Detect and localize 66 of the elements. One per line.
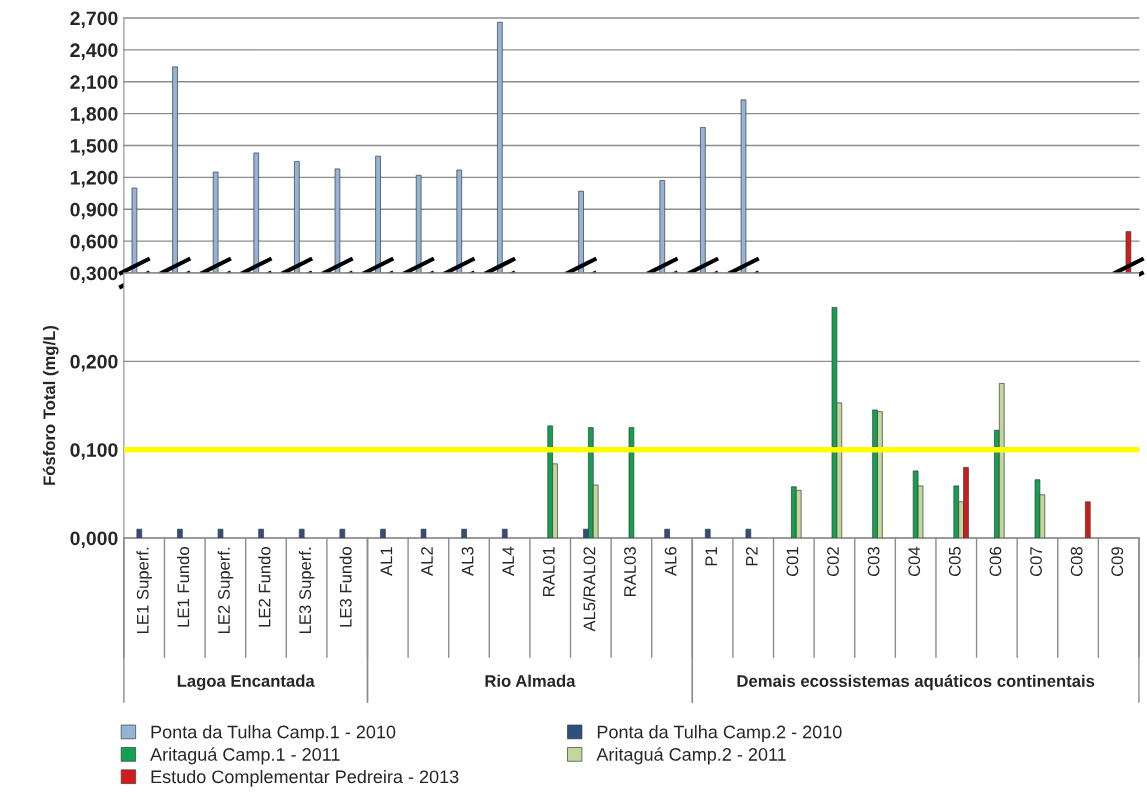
bar [339, 528, 346, 539]
bar [461, 528, 467, 539]
x-tick-label: LE3 Fundo [339, 547, 352, 627]
text: Rio Almada [485, 674, 576, 687]
y-tick-label: 2,700 [70, 11, 118, 29]
bar [628, 427, 635, 539]
x-tick-label: LE1 Superf. [136, 547, 152, 633]
text: Lagoa Encantada [177, 674, 315, 691]
bar [704, 528, 711, 539]
y-tick-label: 0,600 [70, 234, 118, 252]
bar [217, 528, 224, 539]
legend-label: Ponta da Tulha Camp.2 - 2010 [597, 725, 842, 742]
y-tick-label: 2,100 [70, 75, 118, 92]
x-tick-label: C03 [867, 547, 880, 577]
y-tick-label: 1,800 [70, 107, 118, 124]
x-tick-label: AL6 [664, 547, 677, 576]
y-tick-label: 0,000 [70, 531, 118, 549]
bar [258, 528, 264, 539]
x-tick-label: C07 [1030, 547, 1042, 577]
x-tick-label: C06 [989, 547, 1002, 577]
x-tick-label: C02 [827, 547, 839, 577]
x-tick-label: AL3 [461, 547, 474, 576]
x-tick-label: RAL03 [624, 547, 636, 596]
y-axis-title: Fósforo Total (mg/L) [42, 325, 59, 485]
x-tick-label: LE2 Superf. [217, 547, 234, 633]
x-tick-label: AL1 [380, 547, 393, 576]
x-tick-label: C01 [786, 547, 799, 577]
legend-label: Aritaguá Camp.2 - 2011 [596, 747, 786, 765]
bar [831, 307, 838, 539]
bar [298, 528, 305, 539]
bar [177, 528, 183, 539]
bar [745, 528, 752, 539]
bar [953, 485, 960, 539]
y-tick-label: 0,900 [70, 202, 118, 220]
bar [1034, 479, 1041, 539]
x-tick-label: LE3 Superf. [298, 547, 315, 633]
x-tick-label: C05 [948, 547, 961, 577]
text: Demais ecossistemas aquáticos continentais [737, 674, 1095, 691]
bar [998, 383, 1005, 539]
bar [420, 528, 427, 539]
x-tick-label: LE2 Fundo [258, 547, 271, 627]
bar [664, 528, 670, 539]
x-tick-label: LE1 Fundo [177, 547, 190, 627]
x-tick-label: AL2 [421, 547, 433, 576]
legend-label: Estudo Complementar Pedreira - 2013 [151, 769, 459, 787]
x-tick-label: P1 [705, 547, 717, 566]
y-tick-label: 1,500 [70, 138, 118, 156]
y-tick-label: 1,200 [70, 170, 118, 188]
x-tick-label: P2 [745, 547, 758, 566]
bar [380, 528, 386, 539]
bar [136, 528, 143, 539]
legend-label: Ponta da Tulha Camp.1 - 2010 [151, 725, 396, 742]
y-tick-label: 0,300 [70, 266, 118, 284]
y-tick-label: 0,100 [70, 443, 118, 460]
bar [1085, 501, 1091, 539]
x-tick-label: AL5/RAL02 [583, 547, 596, 632]
y-tick-label: 2,400 [70, 43, 118, 60]
bar [501, 528, 508, 539]
x-tick-label: AL4 [502, 546, 514, 576]
legend-label: Aritaguá Camp.1 - 2011 [150, 747, 340, 765]
x-tick-label: C04 [908, 546, 921, 577]
x-tick-label: RAL01 [542, 547, 555, 596]
x-tick-label: C08 [1070, 547, 1083, 577]
y-tick-label: 0,200 [70, 354, 118, 372]
bar [795, 489, 802, 539]
x-tick-label: C09 [1111, 547, 1124, 577]
